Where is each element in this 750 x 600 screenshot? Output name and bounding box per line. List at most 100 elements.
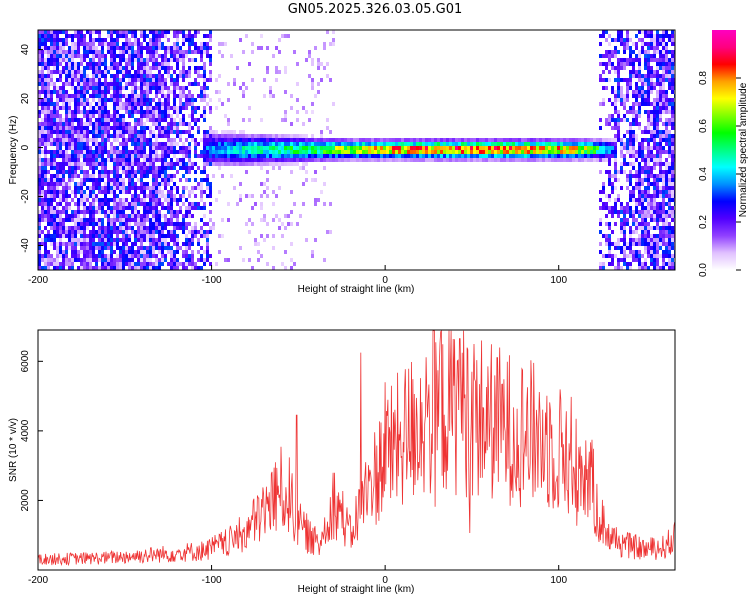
spectrogram-cell: [341, 146, 344, 150]
spectrogram-cell: [179, 46, 182, 50]
spectrogram-cell: [650, 78, 653, 82]
spectrogram-cell: [86, 226, 89, 230]
spectrogram-cell: [65, 158, 68, 162]
spectrogram-cell: [122, 206, 125, 210]
spectrogram-cell: [74, 158, 77, 162]
spectrogram-cell: [629, 174, 632, 178]
spectrogram-cell: [602, 142, 605, 146]
spectrogram-cell: [107, 226, 110, 230]
spectrogram-cell: [629, 54, 632, 58]
spectrogram-cell: [149, 230, 152, 234]
spectrogram-cell: [179, 30, 182, 34]
spectrogram-cell: [608, 138, 611, 142]
spectrogram-cell: [146, 110, 149, 114]
snr-y-tick-label: 2000: [20, 489, 31, 512]
spectrogram-cell: [449, 138, 452, 142]
spectrogram-cell: [56, 46, 59, 50]
spectrogram-cell: [173, 30, 176, 34]
spectrogram-cell: [620, 42, 623, 46]
spectrogram-cell: [641, 178, 644, 182]
spectrogram-cell: [608, 246, 611, 250]
spectrogram-cell: [296, 142, 299, 146]
spectrogram-cell: [95, 30, 98, 34]
spectrogram-cell: [668, 118, 671, 122]
spectrogram-cell: [665, 90, 668, 94]
spectrogram-cell: [74, 62, 77, 66]
spectrogram-cell: [170, 74, 173, 78]
spectrogram-cell: [155, 58, 158, 62]
spectrogram-cell: [83, 94, 86, 98]
spectrogram-cell: [209, 78, 212, 82]
spectrogram-cell: [647, 110, 650, 114]
spectrogram-cell: [110, 50, 113, 54]
spectrogram-cell: [89, 150, 92, 154]
spectrogram-cell: [641, 262, 644, 266]
spectrogram-cell: [242, 118, 245, 122]
spectrogram-cell: [59, 254, 62, 258]
spectrogram-cell: [80, 166, 83, 170]
spectrogram-cell: [440, 138, 443, 142]
spectrogram-cell: [368, 150, 371, 154]
spectrogram-cell: [92, 86, 95, 90]
spectrogram-cell: [266, 234, 269, 238]
spectrogram-cell: [80, 42, 83, 46]
spectrogram-cell: [209, 126, 212, 130]
spectrogram-cell: [464, 138, 467, 142]
spectrogram-cell: [620, 62, 623, 66]
spectrogram-cell: [623, 230, 626, 234]
spectrogram-cell: [647, 238, 650, 242]
spectrogram-cell: [155, 134, 158, 138]
spectrogram-cell: [599, 78, 602, 82]
spectrogram-cell: [53, 46, 56, 50]
spectrogram-cell: [239, 86, 242, 90]
spectrogram-cell: [626, 178, 629, 182]
spectrogram-cell: [353, 146, 356, 150]
spectrogram-cell: [554, 150, 557, 154]
spectrogram-cell: [68, 162, 71, 166]
spectrogram-cell: [44, 138, 47, 142]
spectrogram-cell: [62, 98, 65, 102]
spectrogram-cell: [155, 190, 158, 194]
spectrogram-cell: [653, 146, 656, 150]
spectrogram-cell: [158, 258, 161, 262]
spectrogram-cell: [551, 154, 554, 158]
spectrogram-cell: [86, 114, 89, 118]
spectrogram-cell: [89, 30, 92, 34]
spectrogram-cell: [662, 38, 665, 42]
spectrogram-cell: [209, 182, 212, 186]
spectrogram-cell: [248, 162, 251, 166]
spectrogram-cell: [611, 126, 614, 130]
spectrogram-cell: [47, 70, 50, 74]
spectrogram-cell: [635, 82, 638, 86]
spectrogram-cell: [191, 162, 194, 166]
spectrogram-cell: [68, 238, 71, 242]
spectrogram-cell: [176, 266, 179, 270]
spectrogram-cell: [440, 158, 443, 162]
spectrogram-cell: [98, 110, 101, 114]
spectrogram-cell: [527, 154, 530, 158]
spectrogram-cell: [149, 74, 152, 78]
spectrogram-cell: [638, 94, 641, 98]
spectrogram-cell: [401, 158, 404, 162]
spectrogram-cell: [50, 210, 53, 214]
spectrogram-cell: [206, 230, 209, 234]
spectrogram-cell: [161, 54, 164, 58]
spectrogram-cell: [557, 154, 560, 158]
spectrogram-cell: [653, 142, 656, 146]
spectrogram-cell: [74, 222, 77, 226]
snr-x-tick-label: -100: [202, 575, 222, 586]
spectrogram-cell: [605, 54, 608, 58]
spectrogram-cell: [110, 218, 113, 222]
spectrogram-cell: [146, 166, 149, 170]
spectrogram-cell: [137, 102, 140, 106]
spectrogram-cell: [632, 42, 635, 46]
spectrogram-cell: [104, 214, 107, 218]
spectrogram-cell: [353, 158, 356, 162]
spectrogram-cell: [170, 118, 173, 122]
spectrogram-cell: [155, 266, 158, 270]
spectrogram-cell: [644, 222, 647, 226]
spectrogram-cell: [140, 166, 143, 170]
spectrogram-cell: [200, 90, 203, 94]
spectrogram-cell: [629, 46, 632, 50]
spectrogram-cell: [173, 214, 176, 218]
